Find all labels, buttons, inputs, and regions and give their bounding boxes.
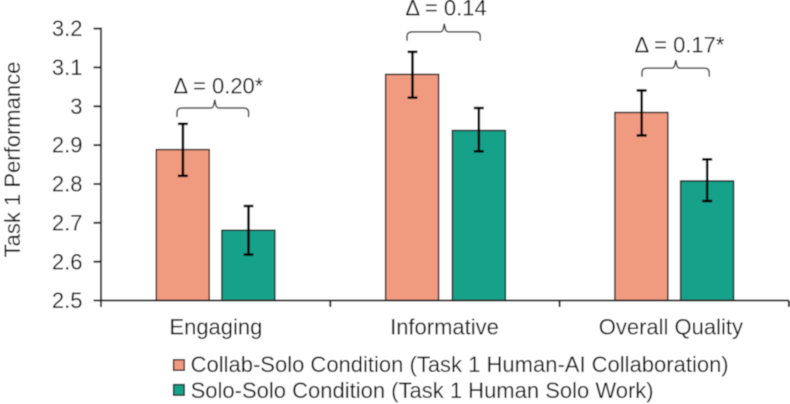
svg-text:2.5: 2.5 [52,288,83,313]
svg-text:2.9: 2.9 [52,133,83,158]
svg-text:2.7: 2.7 [52,210,83,235]
svg-text:2.6: 2.6 [52,249,83,274]
svg-text:Solo-Solo Condition (Task 1 Hu: Solo-Solo Condition (Task 1 Human Solo W… [191,378,654,403]
svg-text:Δ = 0.14: Δ = 0.14 [405,0,486,21]
svg-text:3.2: 3.2 [52,16,83,41]
svg-text:Overall Quality: Overall Quality [599,314,743,339]
svg-text:Collab-Solo Condition (Task 1: Collab-Solo Condition (Task 1 Human-AI C… [191,352,729,377]
svg-text:2.8: 2.8 [52,172,83,197]
svg-text:Task 1 Performance: Task 1 Performance [0,62,25,258]
svg-text:Engaging: Engaging [169,314,262,339]
svg-text:3: 3 [70,94,82,119]
svg-text:Δ = 0.20*: Δ = 0.20* [173,73,263,98]
svg-text:Informative: Informative [390,314,499,339]
svg-text:Δ = 0.17*: Δ = 0.17* [635,32,725,57]
svg-text:3.1: 3.1 [52,55,83,80]
